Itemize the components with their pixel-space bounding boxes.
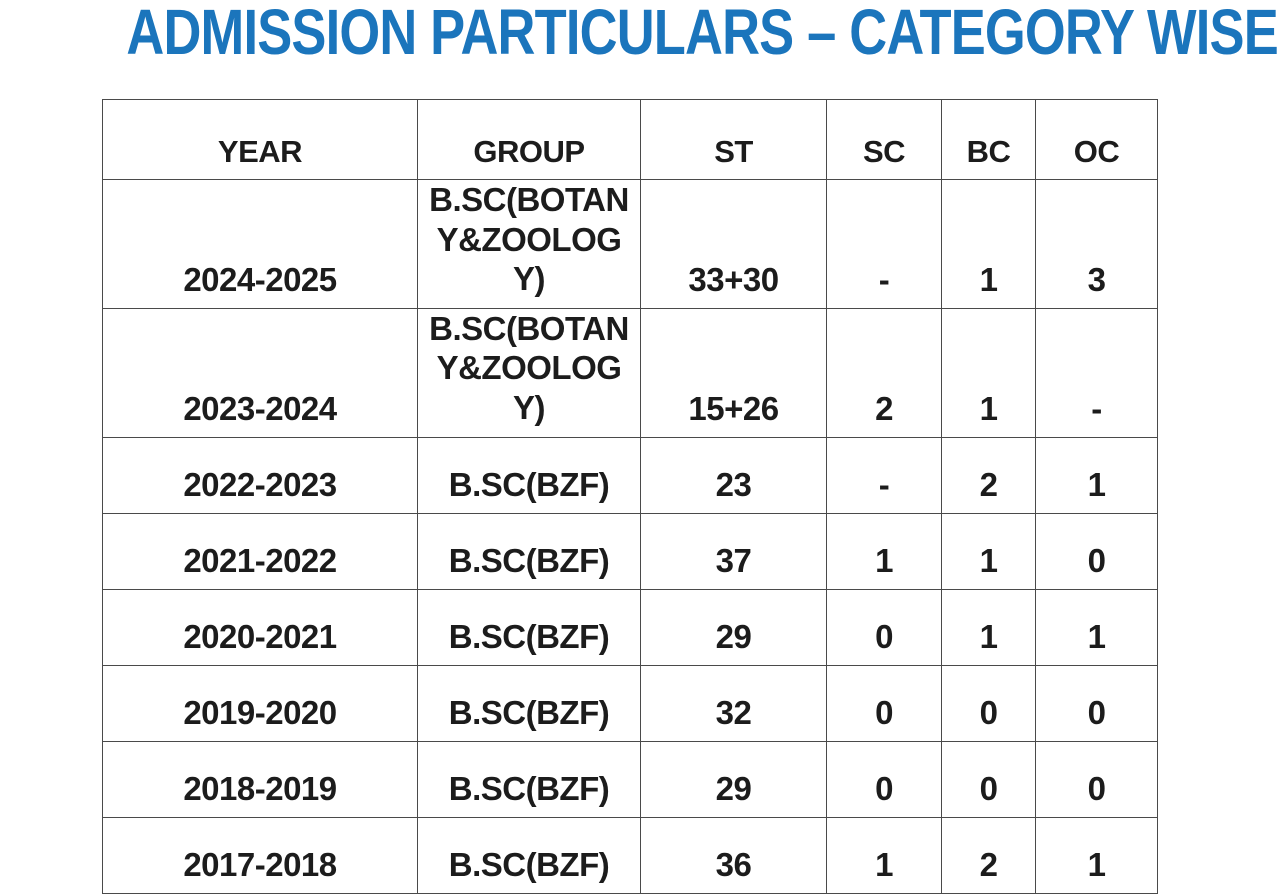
table-row: 2018-2019 B.SC(BZF) 29 0 0 0 [102,740,1158,818]
year-cell: 2024-2025 [102,179,418,309]
table-row: 2022-2023 B.SC(BZF) 23 - 2 1 [102,436,1158,514]
year-cell: 2020-2021 [102,588,418,666]
group-cell: B.SC(BZF) [417,740,641,818]
group-cell: B.SC(BZF) [417,436,641,514]
st-cell: 29 [640,740,827,818]
bc-cell: 1 [941,307,1036,438]
oc-cell: 1 [1035,816,1158,894]
table-row: 2023-2024 B.SC(BOTANY&ZOOLOGY) 15+26 2 1… [102,307,1158,438]
st-cell: 32 [640,664,827,742]
year-cell: 2017-2018 [102,816,418,894]
group-cell: B.SC(BOTANY&ZOOLOGY) [417,179,641,309]
sc-cell: 1 [826,816,942,894]
oc-cell: 0 [1035,740,1158,818]
st-cell: 29 [640,588,827,666]
year-cell: 2021-2022 [102,512,418,590]
sc-cell: 0 [826,664,942,742]
bc-cell: 2 [941,436,1036,514]
oc-cell: - [1035,307,1158,438]
column-header-group: GROUP [417,99,641,180]
st-cell: 36 [640,816,827,894]
st-cell: 23 [640,436,827,514]
group-cell: B.SC(BZF) [417,588,641,666]
sc-cell: - [826,179,942,309]
year-cell: 2023-2024 [102,307,418,438]
column-header-oc: OC [1035,99,1158,180]
oc-cell: 1 [1035,436,1158,514]
table-row: 2024-2025 B.SC(BOTANY&ZOOLOGY) 33+30 - 1… [102,179,1158,309]
column-header-bc: BC [941,99,1036,180]
bc-cell: 1 [941,179,1036,309]
year-cell: 2022-2023 [102,436,418,514]
group-cell: B.SC(BZF) [417,664,641,742]
page-title: ADMISSION PARTICULARS – CATEGORY WISE [126,0,1277,68]
sc-cell: - [826,436,942,514]
year-cell: 2019-2020 [102,664,418,742]
group-cell: B.SC(BZF) [417,816,641,894]
oc-cell: 0 [1035,512,1158,590]
sc-cell: 1 [826,512,942,590]
year-cell: 2018-2019 [102,740,418,818]
st-cell: 33+30 [640,179,827,309]
oc-cell: 0 [1035,664,1158,742]
column-header-sc: SC [826,99,942,180]
admissions-table: YEAR GROUP ST SC BC OC 2024-2025 B.SC(BO… [102,99,1158,894]
header-row: YEAR GROUP ST SC BC OC [102,99,1158,180]
group-cell: B.SC(BZF) [417,512,641,590]
bc-cell: 0 [941,664,1036,742]
sc-cell: 0 [826,740,942,818]
sc-cell: 2 [826,307,942,438]
oc-cell: 3 [1035,179,1158,309]
table-row: 2020-2021 B.SC(BZF) 29 0 1 1 [102,588,1158,666]
bc-cell: 1 [941,588,1036,666]
st-cell: 37 [640,512,827,590]
group-cell: B.SC(BOTANY&ZOOLOGY) [417,307,641,438]
column-header-st: ST [640,99,827,180]
bc-cell: 0 [941,740,1036,818]
bc-cell: 2 [941,816,1036,894]
table-row: 2021-2022 B.SC(BZF) 37 1 1 0 [102,512,1158,590]
st-cell: 15+26 [640,307,827,438]
bc-cell: 1 [941,512,1036,590]
column-header-year: YEAR [102,99,418,180]
table-row: 2019-2020 B.SC(BZF) 32 0 0 0 [102,664,1158,742]
sc-cell: 0 [826,588,942,666]
oc-cell: 1 [1035,588,1158,666]
table-row: 2017-2018 B.SC(BZF) 36 1 2 1 [102,816,1158,894]
slide-header: ADMISSION PARTICULARS – CATEGORY WISE [0,0,1277,68]
